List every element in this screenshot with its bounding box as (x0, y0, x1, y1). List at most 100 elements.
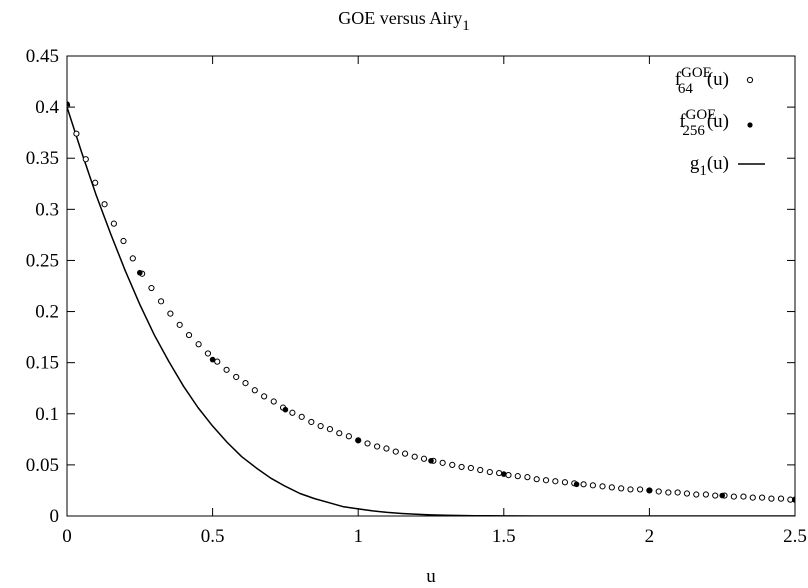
f64-point (477, 466, 484, 474)
x-tick-label: 0 (62, 526, 72, 547)
f64-point (251, 387, 258, 394)
f64-point (636, 486, 644, 493)
legend-label-f256: fGOE 256 (u) (679, 107, 729, 139)
f64-point (458, 463, 465, 471)
f64-point (148, 284, 155, 292)
y-tick-label: 0.1 (35, 404, 59, 425)
f64-point (326, 426, 334, 433)
f256-point (646, 487, 653, 494)
f64-point (120, 237, 127, 245)
f64-point (204, 350, 212, 357)
y-tick-label: 0.3 (35, 199, 59, 220)
f64-point (73, 130, 80, 137)
chart-title-main: GOE versus Airy (338, 8, 462, 28)
f256-point (137, 269, 143, 276)
f64-point (195, 341, 202, 348)
legend-f256-sub: 256 (682, 123, 705, 139)
f256-point (501, 471, 507, 477)
legend-f64-arg: (u) (707, 69, 729, 90)
y-tick-label: 0 (50, 506, 60, 527)
legend-g1-sub: 1 (699, 163, 707, 179)
f256-point (792, 496, 795, 503)
f64-point (580, 481, 587, 488)
f64-point (364, 440, 371, 447)
f64-point (270, 398, 277, 405)
f64-point (768, 495, 775, 502)
f64-point (420, 455, 428, 462)
f64-point (627, 486, 634, 493)
f64-point (214, 358, 221, 365)
f64-point (233, 373, 240, 381)
legend-f64-sub: 64 (678, 81, 694, 97)
f64-point (608, 484, 615, 491)
f64-point (374, 443, 381, 450)
f64-point (176, 321, 183, 328)
legend-f256-arg: (u) (707, 111, 729, 132)
legend-f64-sup: GOE (681, 65, 712, 81)
f64-point (496, 469, 503, 477)
f64-point (317, 422, 324, 430)
x-axis: 0 0.5 1 1.5 2 2.5 (62, 56, 807, 547)
f64-point (665, 489, 672, 496)
f64-point (157, 298, 165, 305)
f64-point (242, 380, 249, 387)
legend-marker-filled-dot (747, 122, 753, 128)
f64-point (467, 464, 474, 472)
f64-point (486, 468, 493, 476)
f64-point (589, 482, 597, 489)
g1-curve (67, 106, 795, 516)
legend-label-f64: fGOE 64 (u) (675, 65, 729, 97)
y-tick-label: 0.25 (26, 250, 59, 271)
legend-marker-open-circle (746, 76, 754, 84)
legend-g1-base: g (690, 153, 700, 174)
f64-point (401, 450, 409, 457)
f64-point (308, 418, 315, 426)
f64-point (683, 490, 691, 497)
f64-point (542, 477, 550, 484)
f64-point (110, 220, 117, 227)
x-tick-label: 1 (353, 526, 363, 547)
f256-point (282, 406, 289, 413)
f256-point (355, 437, 362, 444)
y-axis: 0 0.05 0.1 0.15 0.2 0.25 0.3 0.35 0.4 0.45 (26, 46, 795, 527)
f64-point (693, 491, 700, 498)
f256-point (428, 458, 434, 464)
f64-point (524, 474, 531, 481)
x-tick-label: 1.5 (492, 526, 516, 547)
legend-f256-sup: GOE (686, 107, 717, 123)
f64-point (514, 473, 521, 480)
f64-point (185, 331, 193, 339)
x-axis-label: u (426, 566, 436, 587)
f64-point (712, 492, 719, 499)
f64-point (561, 479, 569, 486)
f64-point (223, 366, 230, 373)
y-tick-label: 0.15 (26, 353, 59, 374)
f64-point (533, 476, 540, 483)
f64-point (392, 448, 399, 455)
f64-point (411, 453, 418, 460)
f64-point (92, 179, 99, 186)
f64-point (702, 491, 709, 498)
f64-point (599, 483, 606, 490)
f64-point (740, 493, 747, 500)
x-tick-label: 2.5 (783, 526, 807, 547)
f64-point (449, 461, 456, 468)
chart-title: GOE versus Airy1 (338, 8, 470, 34)
f64-point (82, 156, 89, 163)
series-layer (67, 101, 795, 516)
legend-label-g1: g1(u) (690, 153, 729, 179)
f64-point (505, 472, 512, 479)
f64-point (552, 478, 559, 485)
f64-point (439, 459, 446, 466)
x-tick-label: 0.5 (201, 526, 225, 547)
f64-point (730, 493, 737, 500)
f64-point (298, 413, 305, 420)
f64-point (336, 430, 343, 437)
legend-f256-base: f (679, 111, 686, 132)
chart-title-sub: 1 (462, 18, 470, 34)
f256-point (209, 356, 216, 363)
x-tick-label: 2 (645, 526, 655, 547)
y-tick-label: 0.4 (35, 97, 59, 118)
f64-point (289, 409, 296, 416)
